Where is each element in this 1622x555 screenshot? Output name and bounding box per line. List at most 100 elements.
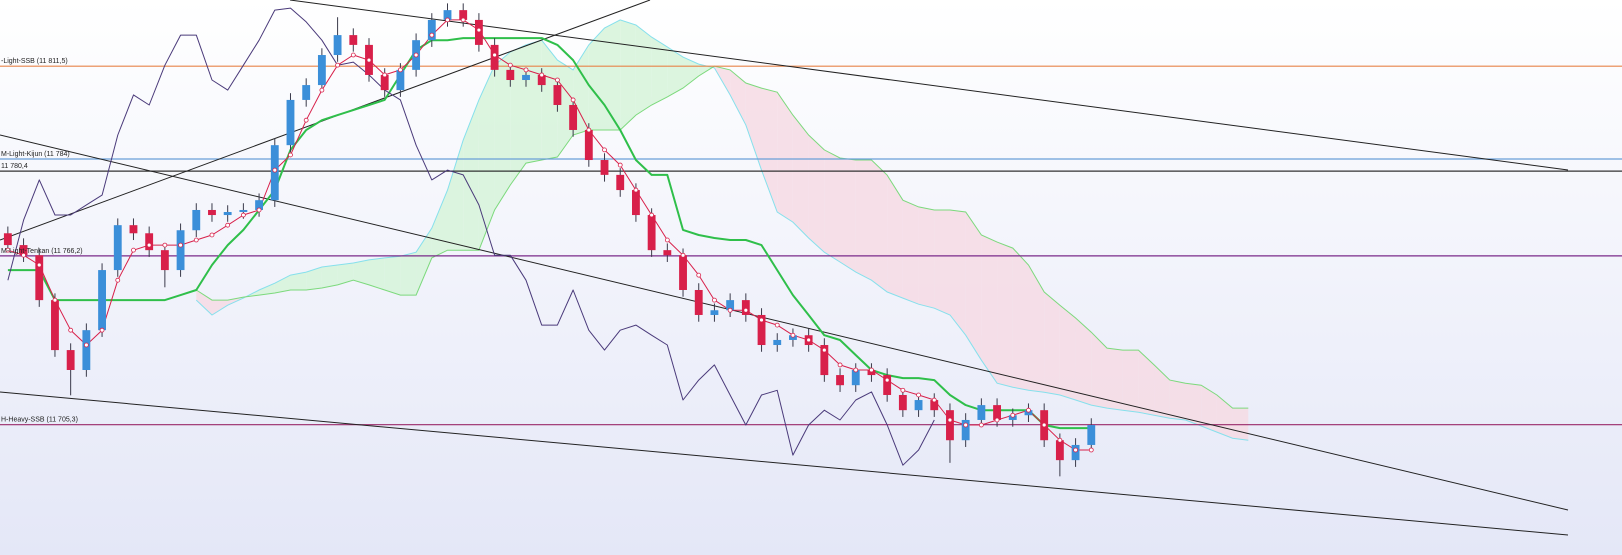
cloud-fill — [1091, 332, 1107, 409]
candle-body — [286, 99, 295, 146]
cloud-fill — [1154, 364, 1170, 419]
line-marker — [162, 242, 168, 248]
line-marker — [931, 397, 937, 403]
line-marker — [445, 17, 450, 23]
trendline — [289, 0, 1569, 171]
cloud-fill — [777, 92, 793, 223]
candle-body — [192, 209, 201, 231]
line-marker — [743, 307, 749, 313]
line-marker — [225, 222, 231, 228]
cloud-fill — [620, 19, 636, 130]
line-marker — [397, 67, 403, 73]
cloud-fill — [1044, 292, 1060, 395]
line-marker — [1041, 422, 1047, 428]
line-marker — [350, 52, 356, 58]
line-marker — [821, 347, 827, 353]
candle-body — [317, 55, 326, 86]
cloud-fill — [981, 235, 998, 384]
candle-body — [1071, 444, 1080, 461]
line-marker — [570, 97, 576, 103]
cloud-fill — [950, 210, 966, 336]
candle-body — [553, 85, 562, 105]
candle-body — [82, 330, 91, 370]
candle-body — [333, 35, 342, 56]
candle-body — [710, 310, 719, 315]
cloud-fill — [463, 99, 479, 251]
cloud-fill — [1075, 318, 1092, 406]
line-marker — [1088, 447, 1094, 453]
indicator-layer — [7, 7, 1092, 466]
line-marker — [413, 52, 419, 58]
level-label: -Light-SSB (11 811,5) — [1, 58, 68, 65]
line-marker — [115, 277, 121, 283]
cloud-fill — [541, 40, 558, 161]
line-marker — [680, 252, 686, 258]
line-marker — [429, 32, 435, 38]
cloud-fill — [635, 25, 652, 116]
candle-body — [726, 300, 735, 311]
cloud-fill — [588, 28, 605, 130]
level-layer — [0, 65, 1622, 426]
candle-body — [1055, 440, 1064, 461]
candle-body — [757, 314, 766, 346]
cloud-fill — [651, 37, 668, 105]
line-marker — [52, 297, 58, 303]
cloud-fill — [431, 190, 448, 258]
line-marker — [1026, 407, 1031, 413]
cloud-fill — [887, 175, 903, 299]
line-marker — [335, 62, 340, 68]
line-marker — [602, 147, 607, 153]
line-marker — [36, 262, 42, 268]
line-marker — [649, 212, 655, 218]
cloud-fill — [1169, 380, 1186, 420]
cloud-fill — [683, 57, 699, 89]
candle-body — [443, 10, 452, 20]
line-marker — [21, 252, 26, 258]
line-marker — [617, 162, 623, 168]
cloud-fill — [494, 52, 511, 210]
line-marker — [900, 387, 906, 393]
candle-body — [51, 300, 59, 351]
cloud-fill — [855, 160, 872, 281]
cloud-fill — [997, 242, 1013, 388]
cloud-fill — [840, 158, 856, 273]
line-marker — [633, 187, 639, 193]
candle-body — [584, 129, 593, 161]
line-marker — [712, 297, 717, 303]
line-marker — [994, 417, 1000, 423]
line-marker — [916, 392, 921, 398]
candle-body — [459, 10, 468, 20]
cloud-fill — [337, 263, 354, 285]
candle-body — [129, 225, 138, 234]
candle-body — [631, 190, 640, 216]
candle-body — [820, 345, 829, 376]
cloud-fill — [274, 275, 291, 293]
cloud-fill — [1201, 385, 1217, 433]
cloud-fill — [918, 206, 935, 309]
cloud-fill — [353, 259, 369, 285]
candle-body — [616, 174, 625, 191]
cloud-fill — [447, 140, 464, 251]
candle-body — [741, 300, 750, 315]
line-marker — [853, 367, 859, 373]
cloud-fill — [745, 83, 762, 171]
candle-body — [113, 225, 122, 271]
candle-body — [961, 419, 970, 441]
label-layer: -Light-SSB (11 811,5) M-Light-Kijun (11 7… — [1, 58, 83, 424]
cloud-fill — [259, 283, 275, 296]
line-marker — [1073, 447, 1078, 453]
candle-body — [223, 212, 232, 216]
candle-body — [993, 405, 1001, 420]
level-label: H-Heavy-SSB (11 705,3) — [1, 417, 78, 424]
line-marker — [382, 72, 388, 78]
candle-body — [380, 74, 389, 91]
line-marker — [539, 72, 545, 78]
line-marker — [5, 247, 11, 253]
line-marker — [131, 247, 136, 253]
candle-body — [239, 209, 248, 213]
candle-body — [946, 410, 954, 441]
cloud-fill — [1028, 265, 1045, 393]
line-marker — [555, 77, 560, 83]
